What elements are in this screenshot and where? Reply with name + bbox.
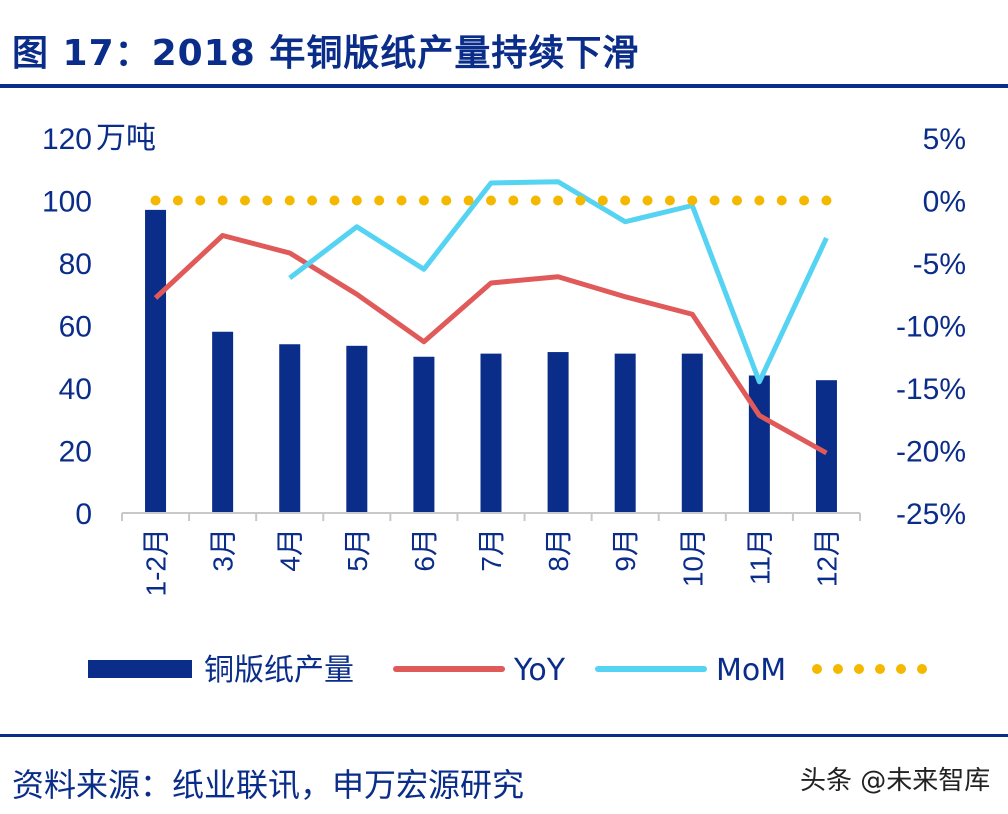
zero-line-dot	[418, 195, 429, 206]
zero-line-dot	[642, 195, 653, 206]
y-left-tick-label: 60	[59, 311, 92, 344]
y-right-tick-label: -5%	[913, 248, 966, 281]
bar	[547, 352, 569, 513]
y-left-tick-label: 80	[59, 248, 92, 281]
y-right-tick-label: -15%	[896, 373, 966, 406]
bar	[346, 345, 368, 513]
bar	[279, 344, 301, 513]
y-right-tick-label: -10%	[896, 311, 966, 344]
y-right-tick-label: 5%	[923, 123, 966, 156]
legend-swatch	[875, 664, 885, 674]
zero-line-dot	[195, 195, 206, 206]
y-right-tick-label: -25%	[896, 498, 966, 531]
footer-divider	[0, 734, 1008, 737]
zero-line-dot	[486, 195, 496, 206]
y-left-unit: 万吨	[96, 121, 156, 156]
watermark: 头条 @未来智库	[800, 766, 991, 796]
x-tick-label: 3月	[208, 528, 239, 572]
legend-swatch	[88, 660, 192, 678]
y-right-tick-label: 0%	[923, 186, 966, 219]
zero-line-dot	[396, 195, 407, 206]
zero-line-dot	[575, 195, 586, 206]
zero-line-dot	[508, 195, 519, 206]
chart-svg: 万吨 0 20 40 60 80 100 120 -25% -20% -15% -10% -5% 0%…	[42, 121, 966, 688]
zero-line-dot	[664, 195, 675, 206]
x-tick-label: 5月	[342, 528, 373, 572]
zero-line-dot	[732, 195, 742, 206]
legend-label: MoM	[716, 653, 786, 688]
y-left-tick-label: 120	[42, 123, 92, 156]
x-tick-label: 10月	[677, 528, 708, 587]
bar	[145, 209, 167, 513]
legend-label: 铜版纸产量	[204, 653, 354, 688]
y-left-tick-label: 40	[59, 373, 92, 406]
x-tick-label: 9月	[610, 528, 641, 572]
bar	[480, 353, 502, 513]
x-tick-label: 7月	[476, 528, 507, 572]
legend-swatch	[812, 664, 822, 674]
x-tick-label: 4月	[275, 528, 306, 572]
y-left-tick-label: 100	[42, 186, 92, 219]
x-tick-label: 12月	[811, 528, 842, 587]
bar	[681, 353, 703, 513]
zero-line-dot	[463, 195, 474, 206]
bar	[748, 375, 770, 513]
zero-line-dot	[553, 195, 564, 206]
y-left-tick-label: 20	[59, 436, 92, 469]
legend-label: YoY	[513, 653, 566, 688]
zero-line-dot	[150, 195, 161, 206]
series-line-mom	[288, 179, 829, 385]
bar	[212, 331, 234, 513]
x-tick-label: 6月	[409, 528, 440, 572]
zero-line-dot	[329, 195, 340, 206]
title-divider	[0, 84, 1008, 88]
zero-line-dot	[799, 195, 810, 206]
zero-line-dot	[240, 195, 250, 206]
x-tick-label: 8月	[543, 528, 574, 572]
legend-swatch	[854, 664, 864, 674]
bar	[815, 380, 837, 513]
zero-line-dot	[620, 195, 631, 206]
zero-line-dot	[776, 195, 787, 206]
zero-line-dot	[284, 195, 295, 206]
zero-line-dot	[530, 195, 541, 206]
legend-swatch	[917, 664, 927, 674]
series-line-yoy	[153, 233, 828, 456]
zero-line-dot	[821, 195, 832, 206]
x-tick-label: 11月	[744, 528, 775, 585]
zero-line-dot	[351, 195, 362, 206]
zero-line-dot	[441, 195, 452, 206]
zero-line-dot	[172, 195, 183, 206]
zero-line-dot	[217, 195, 228, 206]
bar	[614, 353, 636, 513]
source-note: 资料来源：纸业联讯，申万宏源研究	[12, 766, 525, 804]
x-tick-label: 1-2月	[141, 528, 172, 596]
legend-swatch	[833, 664, 843, 674]
zero-line-dot	[307, 195, 318, 206]
y-right-tick-label: -20%	[896, 436, 966, 469]
legend-swatch	[896, 664, 906, 674]
zero-line-dot	[687, 195, 698, 206]
zero-line-dot	[374, 195, 385, 206]
zero-line-dot	[597, 195, 608, 206]
chart-title: 图 17：2018 年铜版纸产量持续下滑	[12, 33, 640, 74]
zero-line-dot	[754, 195, 765, 206]
bar	[413, 356, 435, 513]
zero-line-dot	[709, 195, 720, 206]
zero-line-dot	[262, 195, 273, 206]
y-left-tick-label: 0	[75, 498, 92, 531]
